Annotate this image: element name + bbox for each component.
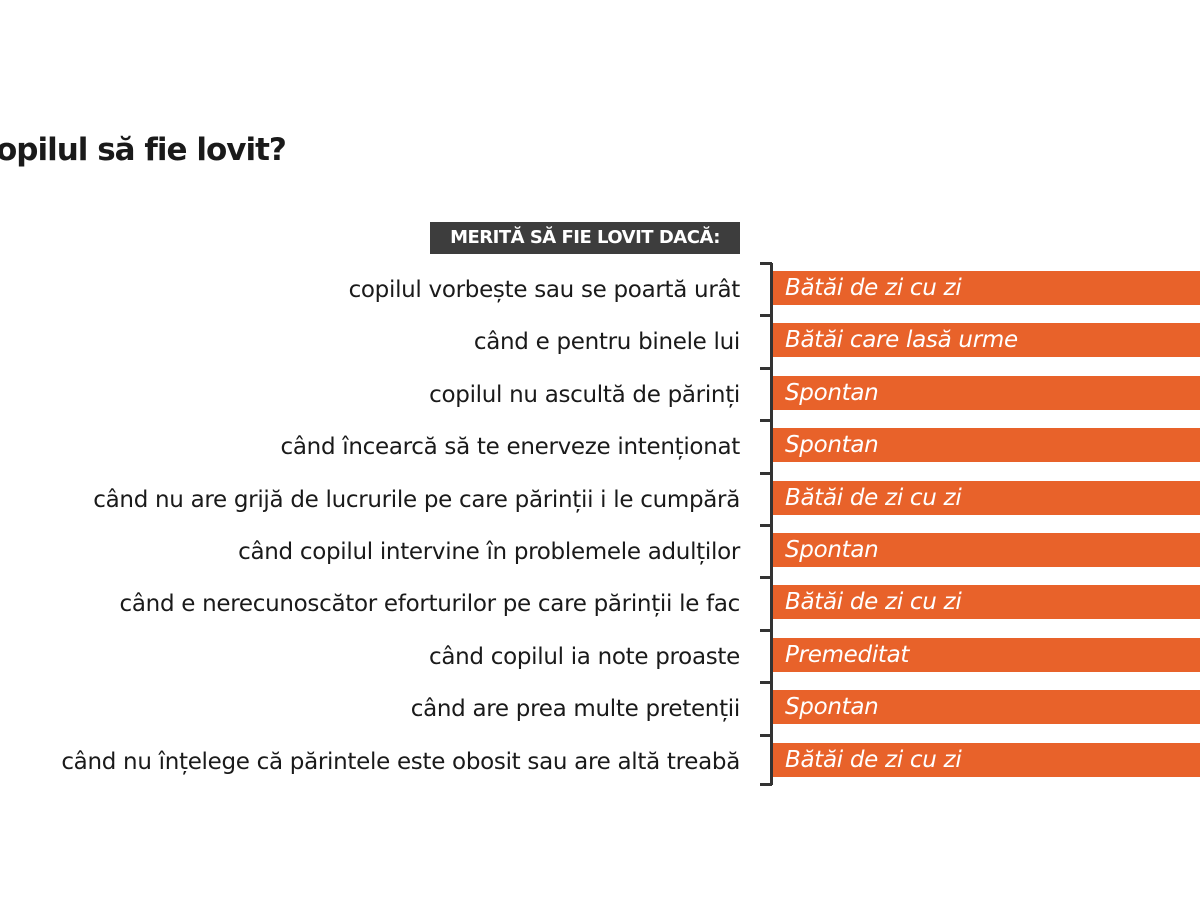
row-reason-label: când încearcă să te enerveze intenționat: [280, 434, 741, 461]
row-reason-label: copilul vorbește sau se poartă urât: [348, 277, 741, 303]
row-reason-label: când copilul intervine în problemele adu…: [238, 539, 740, 565]
row-category-label: Bătăi de zi cu zi: [785, 275, 962, 301]
row-reason-label: când copilul ia note proaste: [429, 643, 740, 670]
row-category-label: Bătăi de zi cu zi: [785, 589, 962, 616]
bracket-tick: [760, 733, 772, 737]
row-reason-label: când are prea multe pretenții: [410, 696, 741, 723]
row-bar: Bătăi de zi cu zi: [773, 585, 1200, 620]
column-header: MERITĂ SĂ FIE LOVIT DACĂ:: [430, 222, 740, 254]
bracket-tick: [760, 419, 772, 423]
bracket-tick: [760, 681, 772, 685]
row-bar: Premeditat: [773, 637, 1200, 672]
bracket-tick: [760, 524, 772, 527]
bracket-tick: [760, 628, 772, 632]
bracket-tick: [760, 576, 772, 580]
row-category-label: Spontan: [785, 694, 879, 721]
row-reason-label: când nu are grijă de lucrurile pe care p…: [93, 486, 740, 513]
row-category-label: Spontan: [785, 379, 879, 406]
row-bar: Spontan: [773, 428, 1200, 463]
chart-title: opilul să fie lovit?: [0, 132, 287, 168]
bracket-tick: [760, 783, 772, 786]
row-reason-label: când nu înțelege că părintele este obosi…: [61, 748, 740, 775]
row-bar: Spontan: [773, 690, 1200, 725]
row-category-label: Bătăi de zi cu zi: [785, 746, 962, 773]
row-category-label: Premeditat: [785, 641, 910, 668]
bracket-tick: [760, 471, 772, 475]
row-bar: Bătăi de zi cu zi: [773, 742, 1200, 777]
row-bar: Bătăi de zi cu zi: [773, 271, 1200, 305]
row-category-label: Spontan: [785, 537, 879, 563]
row-bar: Bătăi care lasă urme: [773, 323, 1200, 358]
row-bar: Bătăi de zi cu zi: [773, 480, 1200, 515]
bracket-tick: [760, 314, 772, 318]
row-bar: Spontan: [773, 533, 1200, 567]
row-bar: Spontan: [773, 375, 1200, 410]
row-category-label: Bătăi de zi cu zi: [785, 484, 962, 511]
row-category-label: Bătăi care lasă urme: [785, 327, 1018, 354]
row-reason-label: copilul nu ascultă de părinți: [429, 381, 740, 408]
row-reason-label: când e nerecunoscător eforturilor pe car…: [119, 591, 741, 618]
row-category-label: Spontan: [785, 432, 879, 459]
bracket-tick: [760, 366, 772, 370]
row-reason-label: când e pentru binele lui: [473, 329, 740, 356]
bracket-tick: [760, 262, 772, 265]
